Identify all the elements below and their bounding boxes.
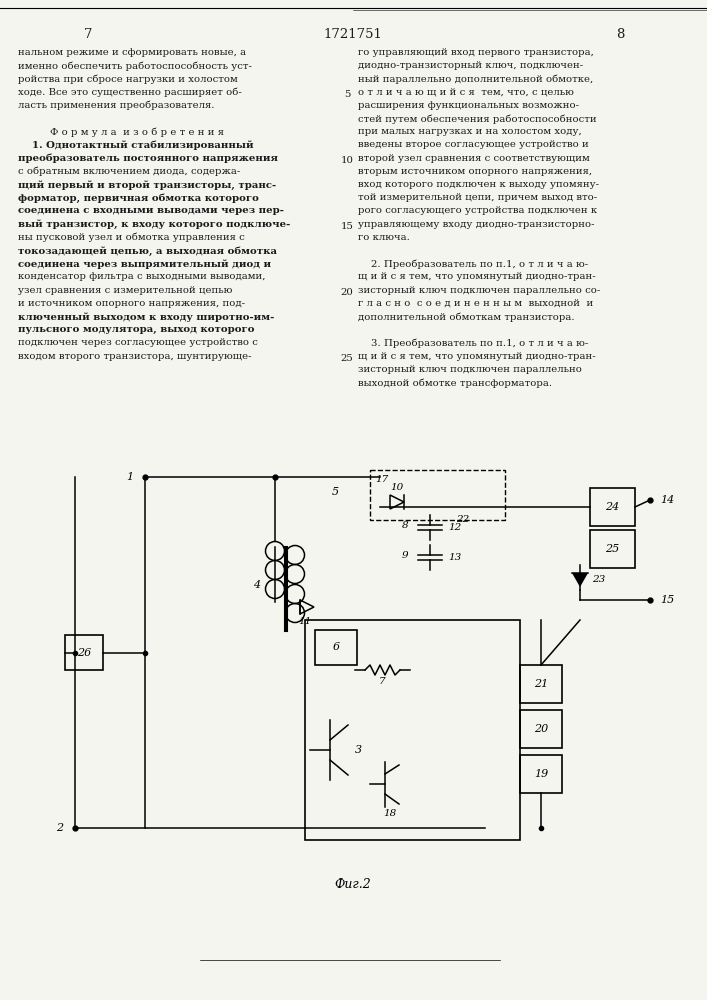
Text: ройства при сбросе нагрузки и холостом: ройства при сбросе нагрузки и холостом <box>18 74 238 84</box>
Text: о т л и ч а ю щ и й с я  тем, что, с целью: о т л и ч а ю щ и й с я тем, что, с цель… <box>358 88 574 97</box>
Text: управляющему входу диодно-транзисторно-: управляющему входу диодно-транзисторно- <box>358 220 595 229</box>
Text: 25: 25 <box>341 354 354 363</box>
Text: зисторный ключ подключен параллельно со-: зисторный ключ подключен параллельно со- <box>358 286 600 295</box>
Text: 1: 1 <box>126 472 133 482</box>
Text: с обратным включением диода, содержа-: с обратным включением диода, содержа- <box>18 167 240 176</box>
Text: ходе. Все это существенно расширяет об-: ходе. Все это существенно расширяет об- <box>18 88 242 97</box>
Text: ключенный выходом к входу широтно-им-: ключенный выходом к входу широтно-им- <box>18 312 274 322</box>
Text: 13: 13 <box>448 552 461 562</box>
Text: зисторный ключ подключен параллельно: зисторный ключ подключен параллельно <box>358 365 582 374</box>
Text: 3. Преобразователь по п.1, о т л и ч а ю-: 3. Преобразователь по п.1, о т л и ч а ю… <box>358 338 588 348</box>
Text: щ и й с я тем, что упомянутый диодно-тран-: щ и й с я тем, что упомянутый диодно-тра… <box>358 352 595 361</box>
Text: ласть применения преобразователя.: ласть применения преобразователя. <box>18 101 214 110</box>
Text: ны пусковой узел и обмотка управления с: ны пусковой узел и обмотка управления с <box>18 233 245 242</box>
Text: выходной обмотке трансформатора.: выходной обмотке трансформатора. <box>358 378 552 387</box>
Text: 2: 2 <box>56 823 63 833</box>
Text: го ключа.: го ключа. <box>358 233 410 242</box>
Text: 7: 7 <box>379 678 385 686</box>
Text: 3: 3 <box>354 745 361 755</box>
Text: введены второе согласующее устройство и: введены второе согласующее устройство и <box>358 140 589 149</box>
Text: пульсного модулятора, выход которого: пульсного модулятора, выход которого <box>18 325 255 334</box>
Text: токозадающей цепью, а выходная обмотка: токозадающей цепью, а выходная обмотка <box>18 246 277 256</box>
Bar <box>520 710 562 748</box>
Text: 10: 10 <box>341 156 354 165</box>
Text: форматор, первичная обмотка которого: форматор, первичная обмотка которого <box>18 193 259 203</box>
Text: 12: 12 <box>448 522 461 532</box>
Bar <box>520 755 562 793</box>
Text: преобразователь постоянного напряжения: преобразователь постоянного напряжения <box>18 154 278 163</box>
Text: узел сравнения с измерительной цепью: узел сравнения с измерительной цепью <box>18 286 233 295</box>
Bar <box>315 630 357 665</box>
Text: именно обеспечить работоспособность уст-: именно обеспечить работоспособность уст- <box>18 61 252 71</box>
Text: 20: 20 <box>534 724 548 734</box>
Text: соединена через выпрямительный диод и: соединена через выпрямительный диод и <box>18 259 271 269</box>
Text: конденсатор фильтра с выходными выводами,: конденсатор фильтра с выходными выводами… <box>18 272 266 281</box>
Text: 5: 5 <box>344 90 350 99</box>
Bar <box>590 530 635 568</box>
Text: 10: 10 <box>390 484 404 492</box>
Text: 1. Однотактный стабилизированный: 1. Однотактный стабилизированный <box>18 140 254 150</box>
Text: второй узел сравнения с соответствующим: второй узел сравнения с соответствующим <box>358 154 590 163</box>
Text: 15: 15 <box>660 595 674 605</box>
Polygon shape <box>572 573 588 587</box>
Text: щий первый и второй транзисторы, транс-: щий первый и второй транзисторы, транс- <box>18 180 276 190</box>
Text: рого согласующего устройства подключен к: рого согласующего устройства подключен к <box>358 206 597 215</box>
Text: 8: 8 <box>616 28 624 41</box>
Text: входом второго транзистора, шунтирующе-: входом второго транзистора, шунтирующе- <box>18 352 252 361</box>
Bar <box>65 635 103 670</box>
Text: расширения функциональных возможно-: расширения функциональных возможно- <box>358 101 579 110</box>
Bar <box>370 470 505 520</box>
Text: 17: 17 <box>375 475 388 484</box>
Text: 11: 11 <box>298 617 312 626</box>
Text: 15: 15 <box>341 222 354 231</box>
Text: стей путем обеспечения работоспособности: стей путем обеспечения работоспособности <box>358 114 597 123</box>
Text: и источником опорного напряжения, под-: и источником опорного напряжения, под- <box>18 299 245 308</box>
Text: 25: 25 <box>605 544 619 554</box>
Text: нальном режиме и сформировать новые, а: нальном режиме и сформировать новые, а <box>18 48 246 57</box>
Bar <box>305 620 520 840</box>
Text: щ и й с я тем, что упомянутый диодно-тран-: щ и й с я тем, что упомянутый диодно-тра… <box>358 272 595 281</box>
Text: 2. Преобразователь по п.1, о т л и ч а ю-: 2. Преобразователь по п.1, о т л и ч а ю… <box>358 259 588 269</box>
Text: Фиг.2: Фиг.2 <box>334 878 371 891</box>
Text: 23: 23 <box>592 576 605 584</box>
Text: 24: 24 <box>605 502 619 512</box>
Text: г л а с н о  с о е д и н е н н ы м  выходной  и: г л а с н о с о е д и н е н н ы м выходн… <box>358 299 593 308</box>
Text: 9: 9 <box>402 550 409 560</box>
Text: 19: 19 <box>534 769 548 779</box>
Text: 26: 26 <box>77 648 91 658</box>
Text: той измерительной цепи, причем выход вто-: той измерительной цепи, причем выход вто… <box>358 193 597 202</box>
Text: 1721751: 1721751 <box>324 28 382 41</box>
Text: 7: 7 <box>83 28 92 41</box>
Text: вход которого подключен к выходу упомяну-: вход которого подключен к выходу упомяну… <box>358 180 599 189</box>
Text: вторым источником опорного напряжения,: вторым источником опорного напряжения, <box>358 167 592 176</box>
Text: 6: 6 <box>332 643 339 652</box>
Text: дополнительной обмоткам транзистора.: дополнительной обмоткам транзистора. <box>358 312 575 322</box>
Text: 5: 5 <box>332 487 339 497</box>
Text: подключен через согласующее устройство с: подключен через согласующее устройство с <box>18 338 258 347</box>
Text: 4: 4 <box>253 580 261 590</box>
Text: 14: 14 <box>660 495 674 505</box>
Text: 21: 21 <box>534 679 548 689</box>
Text: го управляющий вход первого транзистора,: го управляющий вход первого транзистора, <box>358 48 594 57</box>
Bar <box>520 665 562 703</box>
Text: соединена с входными выводами через пер-: соединена с входными выводами через пер- <box>18 206 284 215</box>
Text: Ф о р м у л а  и з о б р е т е н и я: Ф о р м у л а и з о б р е т е н и я <box>50 127 224 137</box>
Text: ный параллельно дополнительной обмотке,: ный параллельно дополнительной обмотке, <box>358 74 593 84</box>
Text: при малых нагрузках и на холостом ходу,: при малых нагрузках и на холостом ходу, <box>358 127 582 136</box>
Text: 8: 8 <box>402 520 409 530</box>
Text: 18: 18 <box>383 810 397 818</box>
Text: 22: 22 <box>457 516 469 524</box>
Text: 20: 20 <box>341 288 354 297</box>
Text: вый транзистор, к входу которого подключе-: вый транзистор, к входу которого подключ… <box>18 220 291 229</box>
Text: диодно-транзисторный ключ, подключен-: диодно-транзисторный ключ, подключен- <box>358 61 583 70</box>
Bar <box>590 488 635 526</box>
